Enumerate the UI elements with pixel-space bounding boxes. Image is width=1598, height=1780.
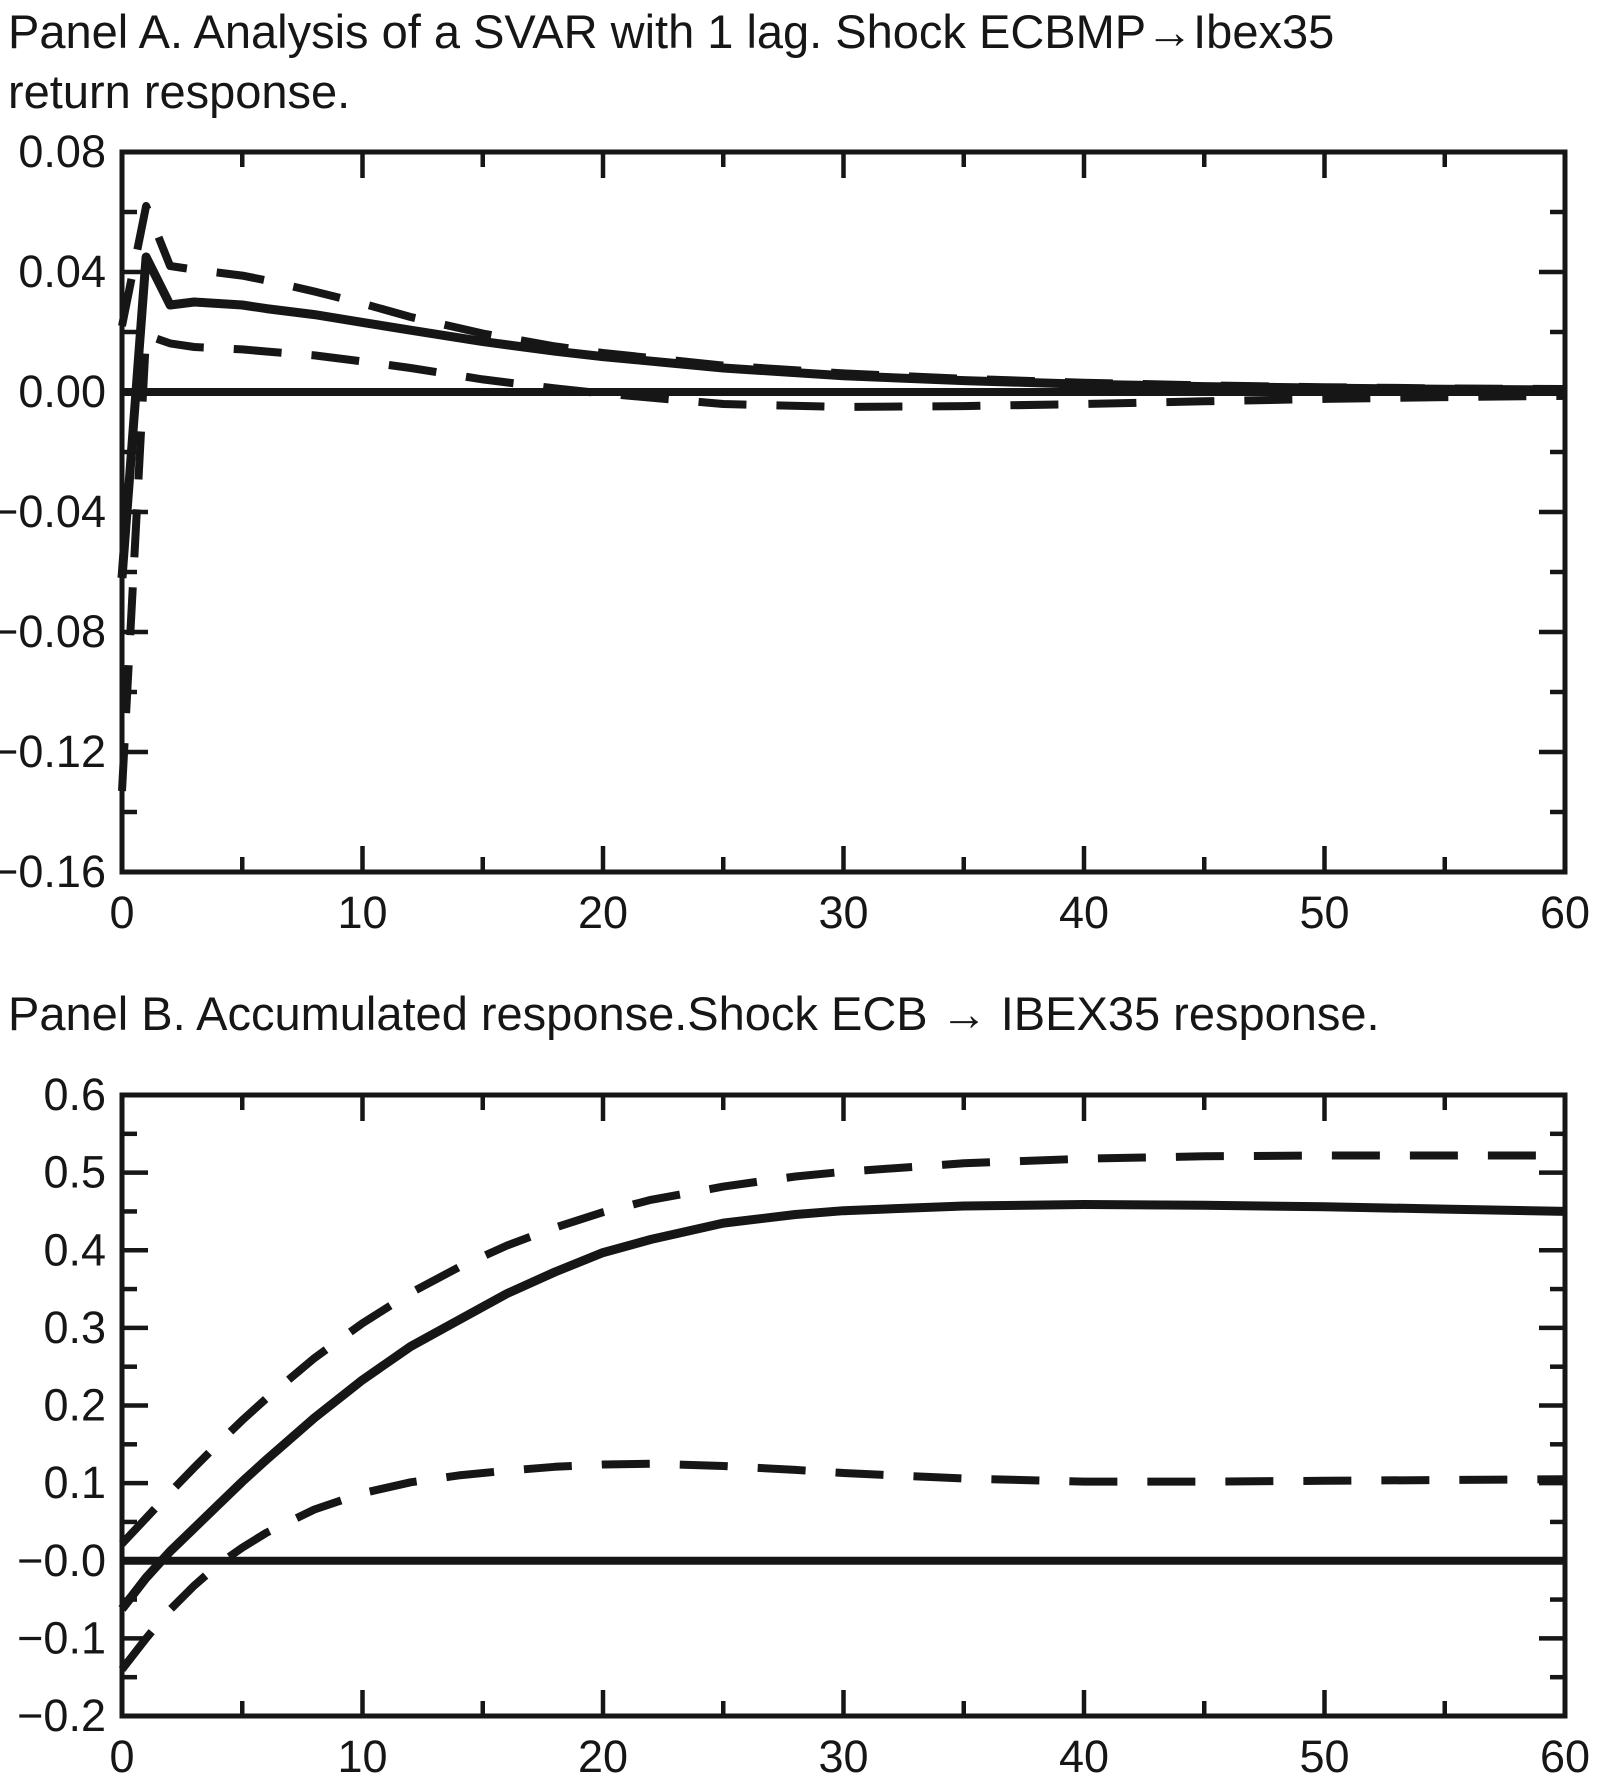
panel-b-y-tick-label: 0.5 (43, 1147, 106, 1198)
panel-a-y-tick-label: −0.08 (0, 606, 106, 657)
panel-a-x-tick-label: 10 (337, 887, 387, 938)
panel-b-x-tick-label: 60 (1540, 1731, 1590, 1780)
panel-a-x-tick-label: 50 (1299, 887, 1349, 938)
panel-a-y-tick-label: 0.04 (18, 246, 106, 297)
panel-b-y-tick-label: −0.2 (17, 1690, 106, 1741)
panel-a-y-tick-label: 0.08 (18, 126, 106, 177)
panel-b-y-tick-label: 0.6 (43, 1069, 106, 1120)
panel-b-y-tick-label: −0.1 (17, 1612, 106, 1663)
panel-b-y-tick-label: 0.3 (43, 1302, 106, 1353)
panel-a-x-tick-label: 40 (1059, 887, 1109, 938)
panel-b-x-tick-label: 30 (818, 1731, 868, 1780)
panel-a-title-line2: return response. (8, 65, 351, 118)
panel-b-chart: 0 10 20 30 40 50 60 0.6 0.5 0.4 0.3 0.2 0.1 −0.0 −0.1 −… (17, 1069, 1590, 1780)
panel-a-x-tick-label: 30 (818, 887, 868, 938)
panel-a-x-tick-label: 0 (109, 887, 134, 938)
panel-a-lower-confidence-band-line (118, 331, 1566, 792)
panel-b-lower-confidence-band-line (118, 1459, 1566, 1672)
panel-a-title-line1: Panel A. Analysis of a SVAR with 1 lag. … (8, 5, 1335, 58)
panel-b-title: Panel B. Accumulated response.Shock ECB … (8, 984, 1380, 1044)
panel-b-x-tick-label: 40 (1059, 1731, 1109, 1780)
panel-a-y-tick-label: 0.00 (18, 366, 106, 417)
panel-a-y-tick-label: −0.04 (0, 486, 106, 537)
panel-b-x-tick-label: 20 (578, 1731, 628, 1780)
panel-b-x-tick-label: 50 (1299, 1731, 1349, 1780)
panel-a-chart: 0 10 20 30 40 50 60 0.08 0.04 0.00 −0.04 −0.08 −0.12… (0, 126, 1590, 938)
panel-a-title: Panel A. Analysis of a SVAR with 1 lag. … (8, 2, 1334, 122)
panel-b-point-estimate-line (118, 1200, 1566, 1612)
panel-b-plot-frame (119, 1092, 1568, 1719)
panel-a-y-tick-label: −0.12 (0, 726, 106, 777)
panel-a-x-tick-label: 20 (578, 887, 628, 938)
panel-b-upper-confidence-band-line (119, 1151, 1565, 1547)
panel-b-x-tick-label: 10 (337, 1731, 387, 1780)
panel-a-plot-frame (119, 149, 1568, 875)
panel-b-x-tick-label: 0 (109, 1731, 134, 1780)
panel-b-y-tick-label: 0.2 (43, 1380, 106, 1431)
panel-a-point-estimate-line (117, 252, 1566, 579)
panel-b-y-tick-label: 0.4 (43, 1224, 106, 1275)
panel-a-upper-confidence-band-line (118, 202, 1566, 393)
panel-b-y-tick-label: 0.1 (43, 1457, 106, 1508)
panel-b-y-tick-label: −0.0 (17, 1535, 106, 1586)
panel-a-y-tick-label: −0.16 (0, 846, 106, 897)
panel-b-title-line1: Panel B. Accumulated response.Shock ECB … (8, 987, 1380, 1040)
panel-a-x-tick-label: 60 (1540, 887, 1590, 938)
